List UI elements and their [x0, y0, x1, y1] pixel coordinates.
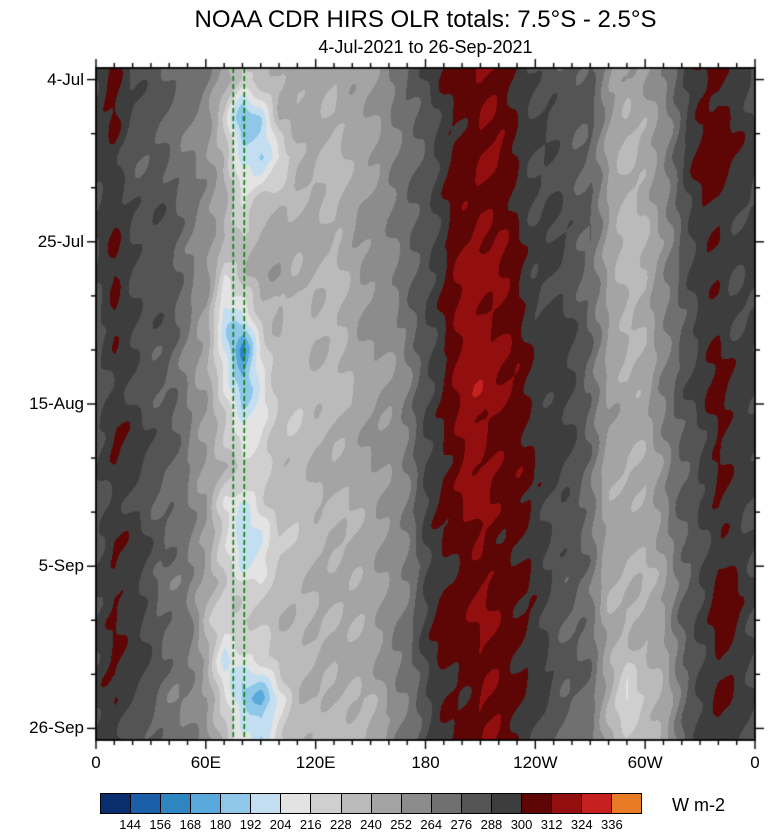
colorbar-tick-label: 168 [179, 817, 202, 832]
colorbar-cell [401, 794, 432, 813]
colorbar-cell [551, 794, 582, 813]
colorbar-cell [582, 794, 613, 813]
colorbar-tick-labels: 144 156 168 180 192 204 216 228 240 252 264 276 288 3… [100, 817, 642, 833]
colorbar-cell [311, 794, 342, 813]
page-title: NOAA CDR HIRS OLR totals: 7.5°S - 2.5°S [194, 6, 657, 33]
colorbar-tick-label: 204 [269, 817, 292, 832]
colorbar-tick-label: 156 [149, 817, 172, 832]
colorbar [100, 793, 642, 814]
colorbar-cell [612, 794, 642, 813]
colorbar-cell [161, 794, 192, 813]
colorbar-tick-label: 324 [570, 817, 593, 832]
colorbar-cell [521, 794, 552, 813]
figure-subtitle: 4-Jul-2021 to 26-Sep-2021 [318, 37, 533, 57]
x-axis-tick-label: 120W [513, 753, 558, 772]
x-axis-tick-label: 0 [91, 753, 101, 772]
colorbar-tick-label: 312 [540, 817, 563, 832]
x-axis-tick-label: 180 [411, 753, 440, 772]
colorbar-tick-label: 180 [209, 817, 232, 832]
colorbar-cell [461, 794, 492, 813]
colorbar-cell [431, 794, 462, 813]
colorbar-tick-label: 228 [330, 817, 352, 832]
colorbar-tick-label: 216 [299, 817, 322, 832]
colorbar-cell [281, 794, 312, 813]
colorbar-cell [341, 794, 372, 813]
colorbar-tick-label: 264 [420, 817, 443, 832]
colorbar-tick-label: 300 [510, 817, 533, 832]
y-axis-tick-label: 5-Sep [38, 556, 84, 576]
colorbar-cell [371, 794, 402, 813]
colorbar-tick-label: 252 [390, 817, 412, 832]
colorbar-cell [491, 794, 522, 813]
hovmoller-heatmap-canvas [86, 58, 765, 750]
colorbar-cell [251, 794, 282, 813]
colorbar-cell [101, 794, 132, 813]
y-axis-tick-label: 26-Sep [29, 718, 84, 738]
x-axis-tick-label: 120E [295, 753, 336, 772]
colorbar-tick-label: 336 [601, 817, 623, 832]
y-axis-tick-label: 15-Aug [29, 394, 84, 413]
x-axis-tick-label: 0 [750, 753, 760, 772]
y-axis-tick-label: 25-Jul [37, 231, 84, 251]
x-axis-tick-label: 60W [627, 753, 663, 772]
y-axis-tick-label: 4-Jul [47, 69, 84, 89]
colorbar-tick-label: 288 [480, 817, 503, 832]
colorbar-units-label: W m-2 [672, 795, 725, 815]
x-axis-tick-label: 60E [190, 753, 221, 772]
colorbar-cell [131, 794, 162, 813]
colorbar-tick-label: 192 [239, 817, 262, 832]
colorbar-tick-label: 276 [450, 817, 473, 832]
colorbar-tick-label: 144 [119, 817, 141, 832]
colorbar-cell [221, 794, 252, 813]
colorbar-tick-label: 240 [360, 817, 382, 832]
colorbar-cell [191, 794, 222, 813]
